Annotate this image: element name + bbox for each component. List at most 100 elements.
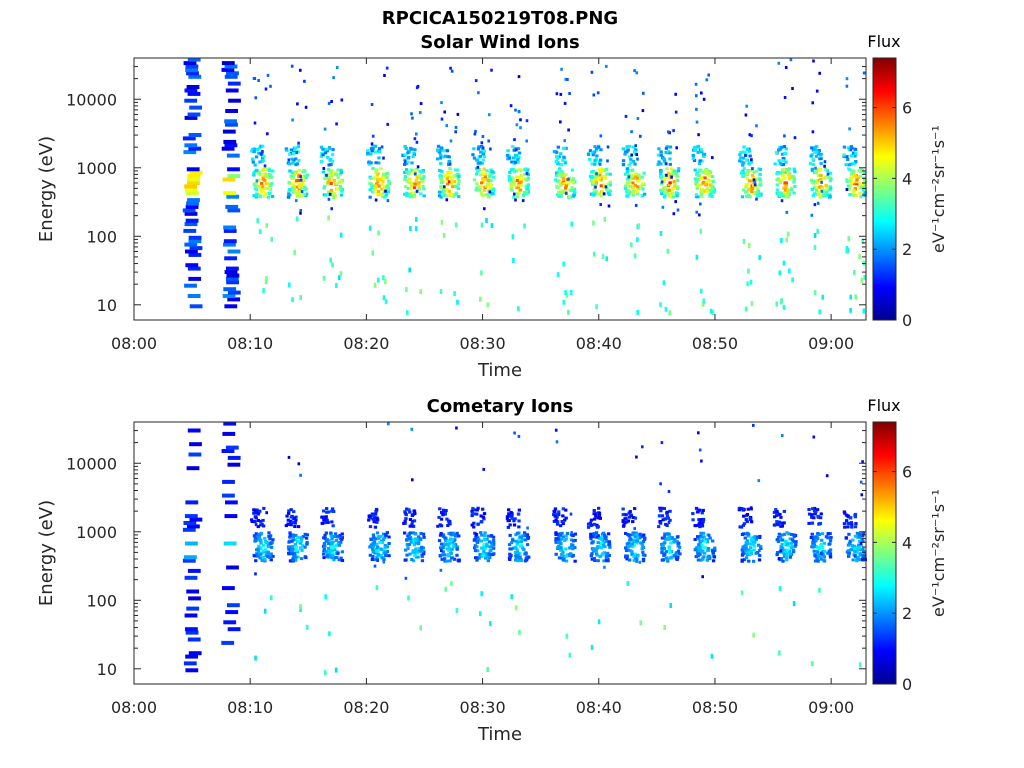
spectrogram-cell: [598, 162, 602, 166]
spectrogram-cell: [741, 545, 745, 549]
spectrogram-cell: [295, 191, 299, 195]
spectrogram-cell: [490, 541, 494, 545]
spectrogram-cell: [252, 173, 256, 177]
spectrogram-cell: [323, 521, 327, 525]
spectrogram-cell: [701, 539, 706, 543]
spectrogram-cell: [811, 179, 816, 183]
spectrogram-cell: [573, 532, 577, 536]
spectrogram-cell: [266, 552, 270, 556]
spectrogram-cell: [811, 507, 815, 511]
spectrogram-cell: [556, 170, 560, 174]
spectrogram-cell: [594, 174, 598, 178]
spectrogram-cell: [785, 195, 789, 198]
spectrogram-cell: [571, 194, 576, 198]
spectrogram-cell: [288, 535, 292, 539]
spectrogram-cell: [849, 179, 853, 183]
spectrogram-cell: [227, 297, 241, 302]
spectrogram-cell: [371, 250, 375, 256]
spectrogram-cell: [781, 157, 785, 161]
spectrogram-cell: [792, 180, 796, 184]
spectrogram-cell: [847, 236, 851, 242]
spectrogram-cell: [564, 184, 568, 188]
spectrogram-cell: [187, 524, 200, 529]
spectrogram-cell: [630, 130, 633, 134]
spectrogram-cell: [368, 195, 372, 199]
spectrogram-cell: [560, 170, 564, 174]
spectrogram-cell: [257, 171, 261, 175]
spectrogram-cell: [482, 155, 487, 158]
spectrogram-cell: [816, 546, 820, 549]
spectrogram-cell: [667, 183, 671, 186]
spectrogram-cell: [788, 537, 792, 541]
spectrogram-cells: [182, 421, 867, 676]
spectrogram-cell: [810, 521, 814, 525]
spectrogram-cell: [377, 156, 381, 160]
spectrogram-cell: [407, 179, 411, 182]
spectrogram-cell: [487, 193, 491, 197]
spectrogram-cell: [486, 302, 490, 308]
spectrogram-cell: [564, 534, 568, 538]
spectrogram-cell: [479, 184, 483, 188]
spectrogram-cell: [777, 191, 781, 195]
spectrogram-cell: [325, 553, 330, 557]
spectrogram-cell: [828, 555, 833, 559]
spectrogram-cell: [339, 186, 343, 190]
spectrogram-cell: [439, 153, 443, 157]
spectrogram-cell: [708, 192, 712, 196]
spectrogram-cell: [560, 537, 564, 541]
spectrogram-cell: [266, 550, 270, 554]
spectrogram-cell: [515, 555, 519, 559]
spectrogram-cell: [555, 440, 559, 444]
spectrogram-cell: [470, 523, 474, 527]
spectrogram-cell: [187, 568, 201, 573]
spectrogram-cell: [412, 519, 417, 523]
spectrogram-cell: [328, 631, 331, 637]
spectrogram-cell: [509, 182, 513, 186]
spectrogram-cell: [517, 184, 521, 187]
spectrogram-cell: [561, 522, 565, 526]
spectrogram-cell: [742, 161, 746, 165]
spectrogram-cell: [598, 555, 602, 559]
spectrogram-cell: [472, 521, 476, 525]
spectrogram-cell: [456, 299, 459, 305]
spectrogram-cell: [552, 513, 556, 517]
spectrogram-cell: [486, 555, 490, 559]
spectrogram-cell: [262, 506, 266, 510]
spectrogram-cell: [444, 539, 448, 543]
spectrogram-cell: [810, 213, 814, 217]
spectrogram-cell: [662, 180, 666, 183]
spectrogram-cell: [258, 552, 262, 556]
spectrogram-cell: [299, 473, 302, 477]
spectrogram-cell: [755, 197, 758, 201]
spectrogram-cell: [595, 511, 599, 515]
spectrogram-cell: [702, 535, 706, 539]
spectrogram-cell: [422, 535, 426, 539]
spectrogram-cell: [186, 589, 200, 594]
spectrogram-cell: [559, 556, 563, 560]
spectrogram-cell: [563, 139, 566, 143]
spectrogram-cell: [740, 533, 745, 536]
spectrogram-cell: [668, 195, 672, 199]
spectrogram-cell: [778, 181, 783, 185]
spectrogram-cell: [695, 173, 699, 177]
spectrogram-cell: [821, 189, 825, 193]
spectrogram-cell: [329, 157, 333, 161]
spectrogram-cell: [290, 546, 294, 550]
spectrogram-cell: [641, 553, 646, 557]
spectrogram-cell: [290, 64, 294, 68]
spectrogram-cell: [264, 279, 268, 285]
spectrogram-cell: [861, 534, 865, 537]
spectrogram-cell: [787, 532, 791, 536]
spectrogram-cell: [554, 160, 558, 163]
spectrogram-cell: [811, 543, 815, 547]
spectrogram-cell: [383, 185, 387, 189]
spectrogram-cell: [555, 92, 559, 96]
spectrogram-cell: [261, 189, 265, 193]
spectrogram-cell: [287, 455, 291, 459]
spectrogram-cell: [628, 510, 632, 513]
spectrogram-cell: [821, 294, 825, 300]
spectrogram-cell: [266, 543, 270, 547]
spectrogram-cell: [225, 276, 239, 281]
spectrogram-cell: [224, 304, 238, 309]
spectrogram-cell: [778, 270, 782, 276]
